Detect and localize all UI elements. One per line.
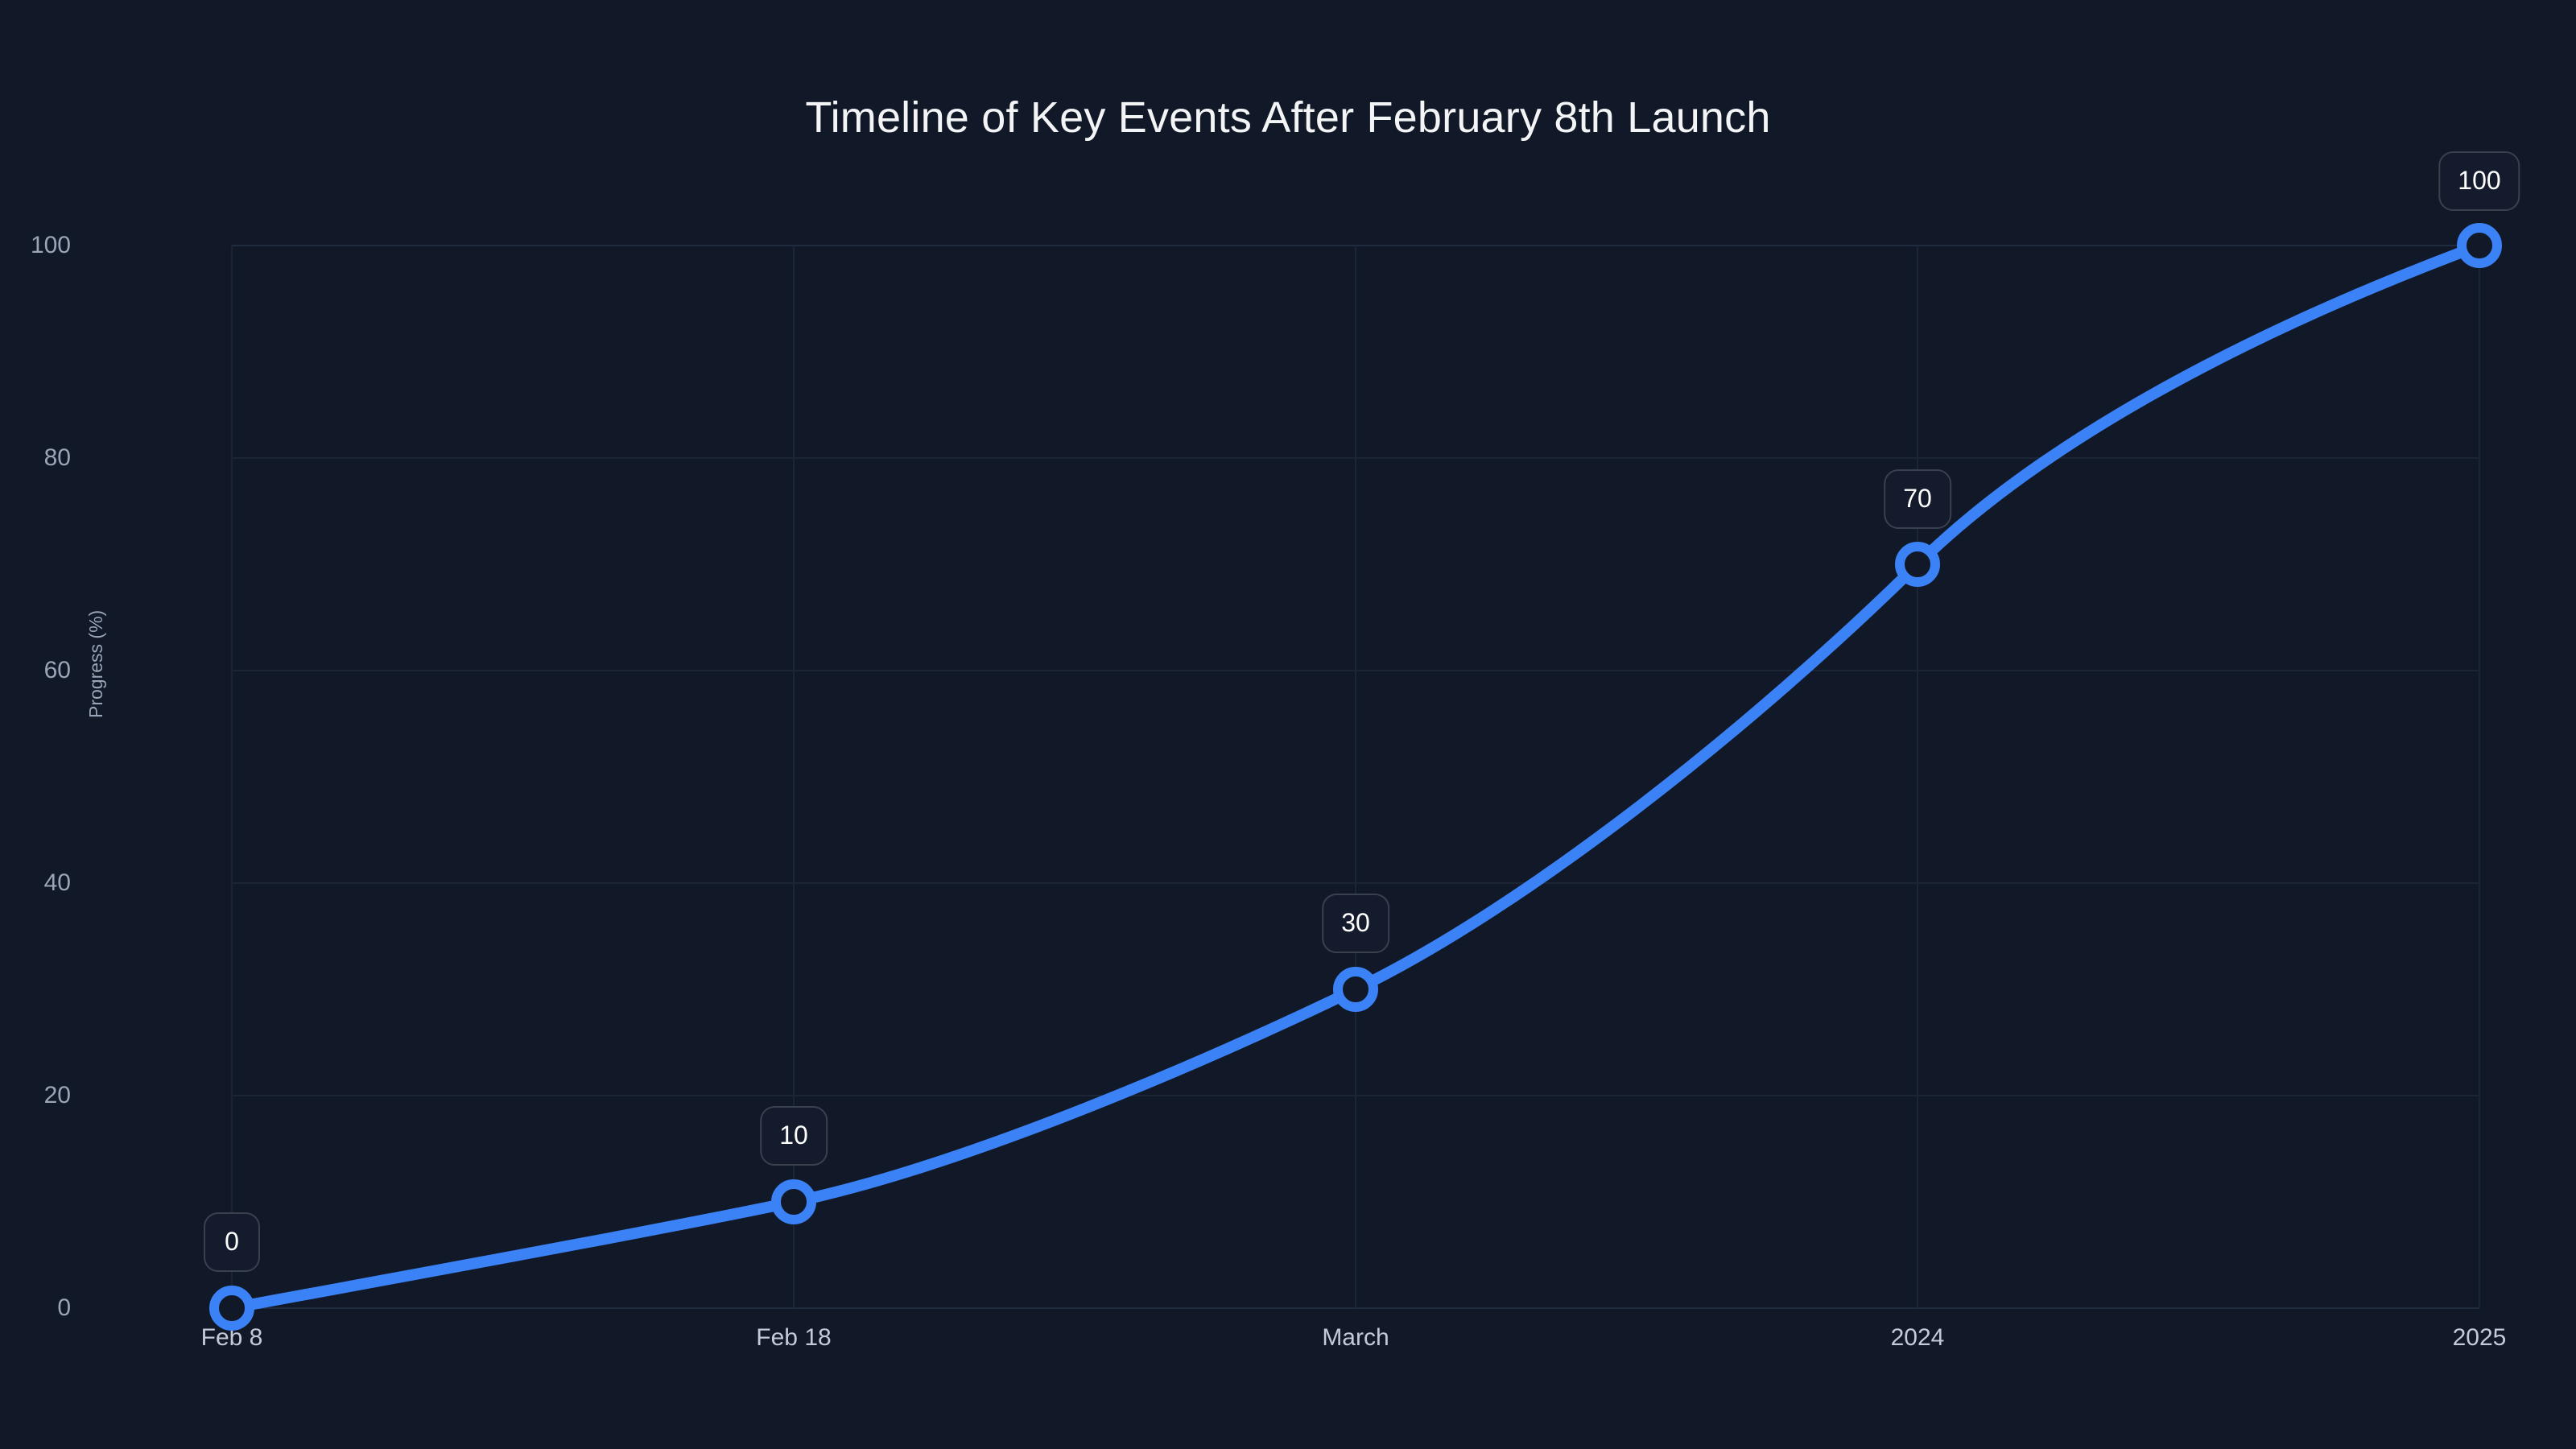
data-point-label-30: 30 (1322, 894, 1389, 953)
data-point-marker-30[interactable] (1333, 967, 1378, 1012)
y-tick-label-40: 40 (43, 869, 71, 896)
x-tick-label-2024: 2024 (1890, 1324, 1945, 1351)
y-tick-label-80: 80 (43, 444, 71, 471)
x-tick-label-march: March (1322, 1324, 1389, 1351)
data-point-label-0: 0 (204, 1212, 260, 1272)
data-markers (209, 223, 2502, 1331)
chart-title: Timeline of Key Events After February 8t… (805, 93, 1771, 142)
y-tick-label-60: 60 (43, 657, 71, 683)
data-point-label-10: 10 (760, 1106, 828, 1166)
data-point-marker-10[interactable] (771, 1179, 816, 1224)
x-tick-label-2025: 2025 (2452, 1324, 2507, 1351)
x-tick-label-feb-18: Feb 18 (756, 1324, 832, 1351)
data-point-label-100: 100 (2438, 151, 2520, 211)
y-tick-label-100: 100 (30, 232, 71, 258)
data-point-marker-70[interactable] (1895, 542, 1940, 587)
y-tick-label-0: 0 (57, 1294, 71, 1321)
vertical-gridlines (231, 246, 2480, 1308)
data-point-marker-0[interactable] (209, 1286, 254, 1331)
data-point-marker-100[interactable] (2457, 223, 2502, 268)
data-point-label-70: 70 (1884, 469, 1951, 529)
y-tick-label-20: 20 (43, 1082, 71, 1108)
